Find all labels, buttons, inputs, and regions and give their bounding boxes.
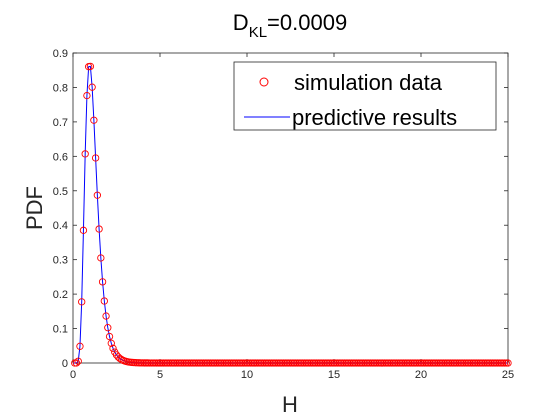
title-main: D bbox=[233, 10, 249, 35]
y-tick-label: 0.4 bbox=[53, 220, 68, 232]
simulation-data-point bbox=[88, 83, 96, 91]
y-tick-label: 0.5 bbox=[53, 186, 68, 198]
simulation-data-point bbox=[90, 116, 98, 124]
simulation-data-point bbox=[83, 91, 91, 100]
y-tick-label: 0 bbox=[62, 358, 68, 370]
x-axis-label: H bbox=[282, 392, 298, 417]
simulation-data-point bbox=[78, 298, 86, 306]
simulation-data-point bbox=[504, 359, 512, 367]
legend-marker-simulation bbox=[259, 77, 269, 87]
simulation-data-point bbox=[107, 339, 115, 347]
simulation-data-point bbox=[105, 332, 114, 341]
y-tick-label: 0.6 bbox=[53, 151, 68, 163]
y-axis-label: PDF bbox=[22, 186, 47, 230]
simulation-data-point bbox=[102, 312, 110, 320]
chart-title: DKL=0.0009 bbox=[233, 10, 347, 41]
simulation-data-markers bbox=[71, 62, 512, 367]
x-tick-label: 25 bbox=[502, 369, 514, 381]
y-tick-label: 0.9 bbox=[53, 48, 68, 60]
x-tick-label: 5 bbox=[157, 369, 163, 381]
legend-box bbox=[233, 61, 497, 131]
title-subscript: KL bbox=[249, 24, 267, 41]
simulation-data-point bbox=[104, 324, 112, 332]
x-tick-label: 10 bbox=[241, 369, 253, 381]
simulation-data-point bbox=[74, 357, 82, 365]
y-tick-label: 0.3 bbox=[53, 255, 68, 267]
simulation-data-point bbox=[98, 278, 107, 286]
simulation-data-point bbox=[86, 62, 95, 71]
y-tick-label: 0.8 bbox=[53, 82, 68, 94]
simulation-data-point bbox=[81, 150, 89, 158]
simulation-data-point bbox=[97, 254, 105, 262]
simulation-data-point bbox=[76, 342, 84, 350]
simulation-data-point bbox=[109, 344, 117, 352]
x-tick-label: 20 bbox=[415, 369, 427, 381]
y-tick-label: 0.2 bbox=[53, 289, 68, 301]
legend-label-simulation: simulation data bbox=[294, 70, 443, 95]
y-tick-label: 0.1 bbox=[53, 324, 68, 336]
simulation-data-point bbox=[79, 226, 88, 234]
x-tick-label: 15 bbox=[328, 369, 340, 381]
simulation-data-point bbox=[72, 359, 81, 367]
y-tick-label: 0.7 bbox=[53, 117, 68, 129]
simulation-data-point bbox=[91, 154, 100, 162]
simulation-data-point bbox=[93, 191, 102, 199]
simulation-data-point bbox=[95, 225, 103, 233]
legend: simulation data predictive results bbox=[233, 61, 497, 131]
simulation-data-point bbox=[100, 297, 108, 305]
legend-label-predictive: predictive results bbox=[292, 105, 457, 130]
x-tick-label: 0 bbox=[70, 369, 76, 381]
title-suffix: =0.0009 bbox=[267, 10, 347, 35]
